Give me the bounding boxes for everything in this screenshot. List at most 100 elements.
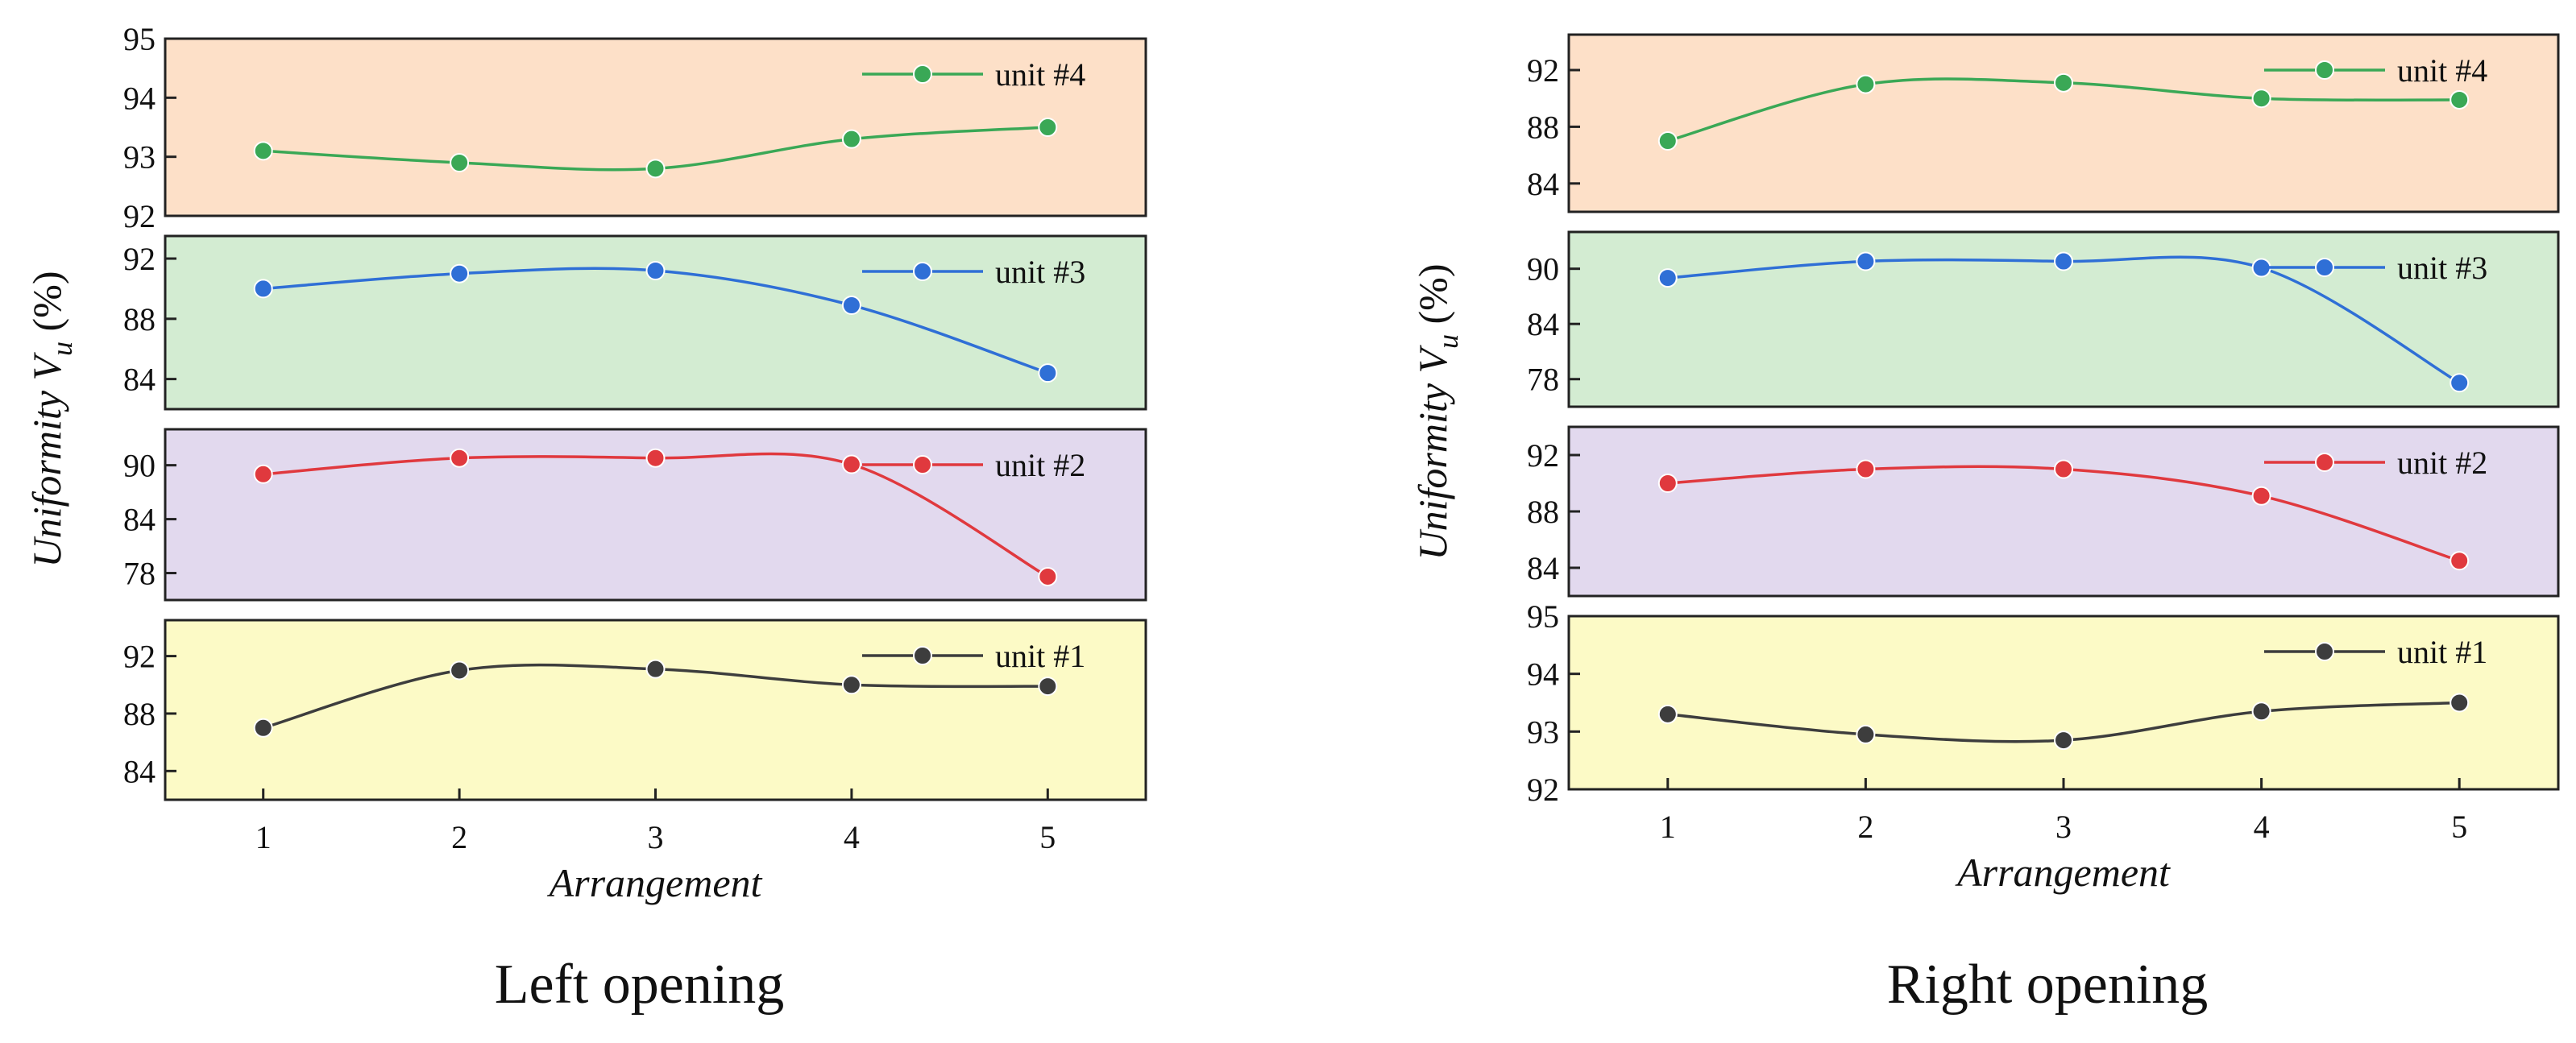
data-point	[1038, 363, 1058, 383]
data-point	[645, 448, 666, 468]
left-panel-1: 84 88 92 unit #1	[123, 619, 1147, 801]
y-tick-label: 92	[123, 639, 156, 675]
data-point	[253, 718, 273, 738]
data-point	[645, 261, 666, 280]
chart-right-opening: 84 88 92 unit #4 78 84 90 unit #3 84 88 92 unit #2 9…	[1410, 33, 2560, 1016]
y-tick-label: 84	[123, 362, 156, 398]
data-point	[253, 279, 273, 299]
y-axis-title-main: Uniformity V	[1410, 345, 1455, 561]
y-tick-label: 95	[123, 21, 156, 57]
panel-background	[164, 37, 1147, 217]
panel-background	[1567, 425, 2560, 598]
legend-entry: unit #2	[862, 447, 1085, 483]
x-tick-label: 1	[1660, 809, 1676, 845]
data-point	[450, 448, 470, 468]
data-point	[841, 675, 861, 695]
y-tick-label: 84	[1527, 550, 1559, 586]
data-point	[2449, 693, 2470, 713]
legend-entry: unit #2	[2264, 445, 2487, 481]
y-tick-label: 88	[1527, 109, 1559, 145]
data-point	[1038, 677, 1058, 697]
data-point	[450, 660, 470, 681]
data-point	[450, 263, 470, 284]
legend-label: unit #3	[995, 254, 1085, 290]
x-axis-title: Arrangement	[1955, 850, 2171, 895]
legend-entry: unit #1	[862, 638, 1085, 674]
legend-entry: unit #4	[2264, 52, 2487, 89]
data-point	[1856, 74, 1876, 94]
x-tick-label: 2	[1857, 809, 1873, 845]
data-point	[645, 159, 666, 179]
x-tick-label: 3	[2055, 809, 2072, 845]
y-axis-title-subscript: u	[46, 341, 78, 356]
right-panel-1: 92 93 94 95 unit #1	[1527, 598, 2560, 808]
data-point	[2054, 731, 2073, 751]
x-tick-label: 5	[1039, 819, 1056, 855]
data-point	[2054, 251, 2073, 271]
data-point	[2449, 551, 2470, 571]
legend-entry: unit #3	[2264, 250, 2487, 286]
data-point	[2449, 89, 2470, 110]
data-point	[2054, 459, 2073, 479]
y-tick-label: 92	[1527, 52, 1559, 89]
y-axis-title-unit: (%)	[24, 271, 69, 341]
x-tick-label: 2	[451, 819, 467, 855]
y-tick-label: 88	[123, 696, 156, 732]
legend-label: unit #2	[2397, 445, 2487, 481]
y-axis-title-main: Uniformity V	[24, 352, 69, 568]
y-tick-label: 84	[1527, 306, 1559, 342]
data-point	[1657, 474, 1678, 493]
x-tick-label: 3	[648, 819, 664, 855]
legend-label: unit #4	[2397, 52, 2487, 89]
data-point	[2251, 702, 2271, 722]
y-tick-label: 94	[1527, 656, 1559, 693]
y-tick-label: 92	[123, 198, 156, 234]
panel-background	[164, 619, 1147, 801]
data-point	[2251, 486, 2271, 506]
y-tick-label: 90	[1527, 251, 1559, 288]
legend-marker	[913, 64, 932, 84]
y-tick-label: 90	[123, 448, 156, 484]
x-tick-label: 1	[255, 819, 272, 855]
right-panel-4: 84 88 92 unit #4	[1527, 33, 2560, 213]
left-panel-2: 78 84 90 unit #2	[123, 428, 1147, 602]
y-tick-label: 78	[123, 556, 156, 592]
legend-entry: unit #1	[2264, 634, 2487, 670]
y-axis-title-unit: (%)	[1410, 264, 1455, 334]
legend-entry: unit #3	[862, 254, 1085, 290]
y-tick-label: 93	[1527, 714, 1559, 750]
data-point	[645, 659, 666, 679]
y-tick-label: 84	[123, 753, 156, 789]
data-point	[2251, 89, 2271, 109]
left-panel-4: 92 93 94 95 unit #4	[123, 21, 1147, 234]
legend-marker	[2315, 453, 2334, 472]
panel-background	[1567, 33, 2560, 213]
data-point	[253, 464, 273, 484]
legend-marker	[2315, 642, 2334, 661]
y-tick-label: 92	[1527, 772, 1559, 808]
y-axis-title-subscript: u	[1432, 334, 1464, 349]
data-point	[1856, 724, 1876, 744]
data-point	[253, 141, 273, 161]
y-tick-label: 84	[123, 502, 156, 538]
right-panel-3: 78 84 90 unit #3	[1527, 230, 2560, 408]
data-point	[1038, 566, 1058, 586]
legend-marker	[913, 262, 932, 281]
y-tick-label: 88	[1527, 494, 1559, 530]
x-axis-title: Arrangement	[547, 860, 763, 905]
chart-caption: Right opening	[1887, 954, 2209, 1016]
data-point	[841, 296, 861, 315]
chart-left-opening: 92 93 94 95 unit #4 84 88 92 unit #3 78 84 90 unit #…	[24, 21, 1147, 1016]
data-point	[841, 454, 861, 474]
y-tick-label: 84	[1527, 166, 1559, 202]
y-axis-title: Uniformity Vu (%)	[1410, 264, 1464, 561]
x-tick-label: 4	[2254, 809, 2270, 845]
data-point	[1657, 131, 1678, 151]
data-point	[2449, 373, 2470, 393]
y-tick-label: 78	[1527, 362, 1559, 398]
data-point	[1856, 251, 1876, 271]
legend-label: unit #4	[995, 56, 1085, 93]
data-point	[2054, 72, 2073, 93]
legend-marker	[2315, 60, 2334, 80]
legend-label: unit #1	[2397, 634, 2487, 670]
